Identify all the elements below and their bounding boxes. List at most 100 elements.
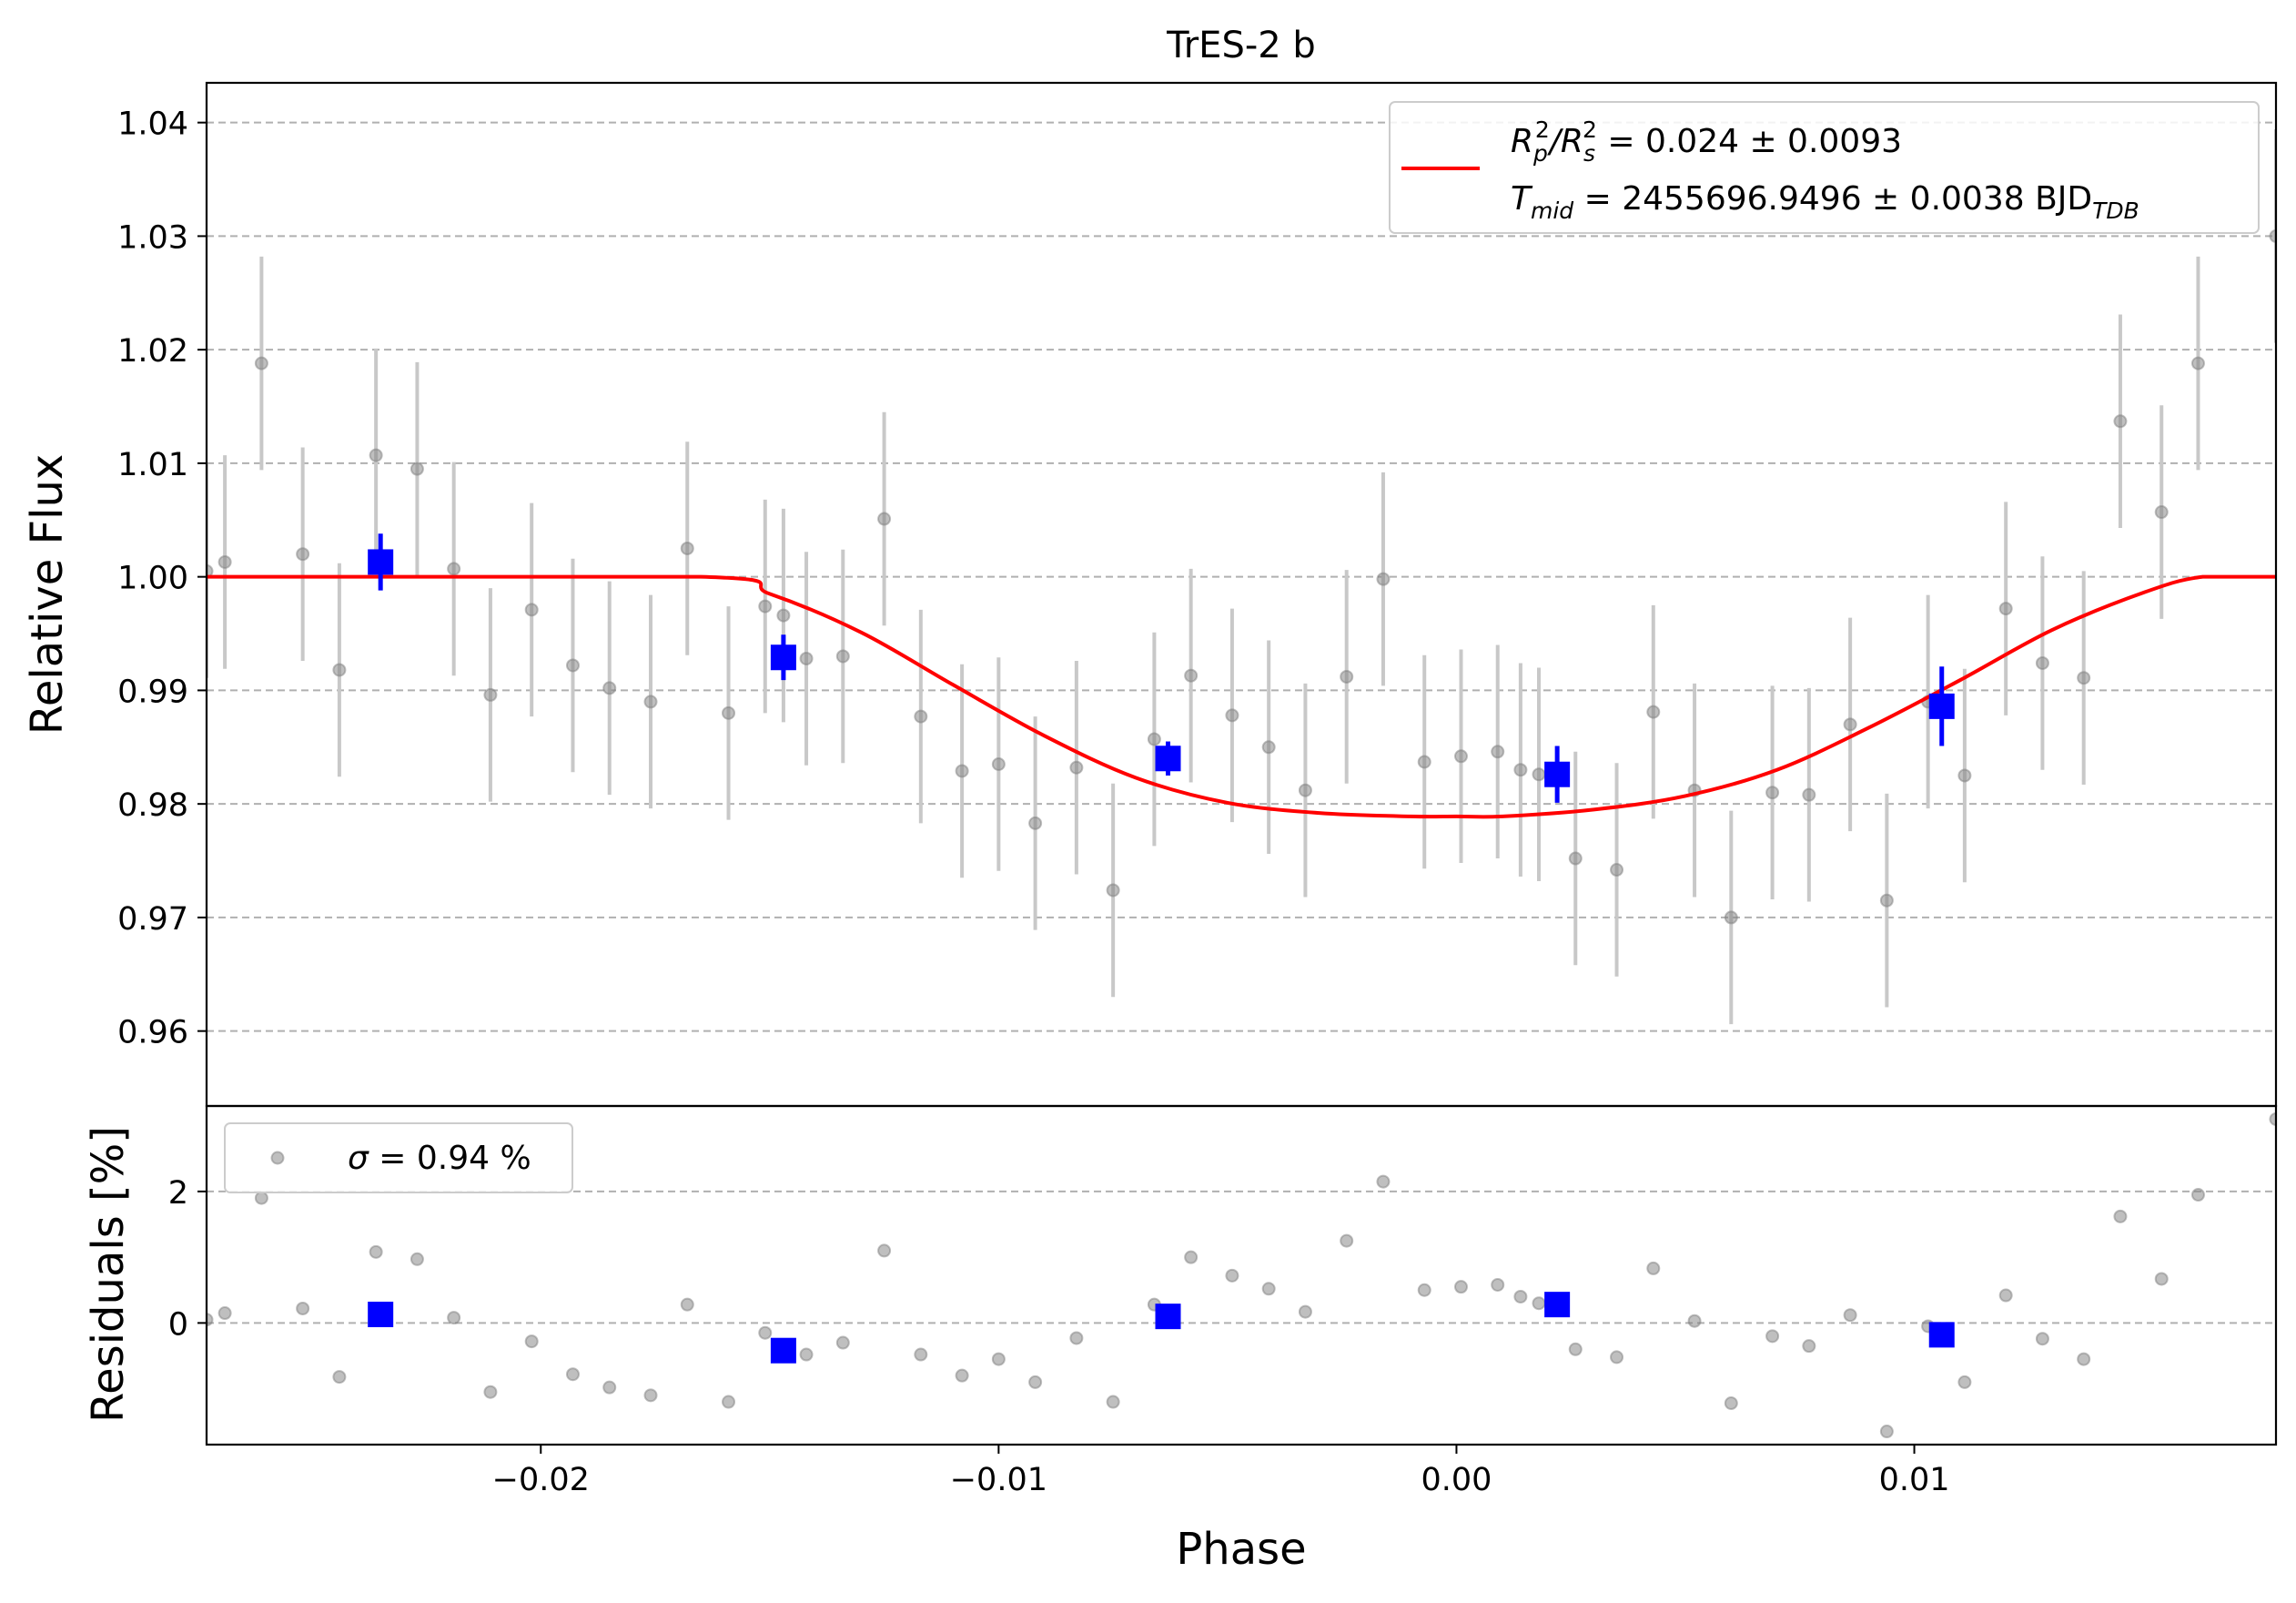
residual-raw-point: [410, 1252, 424, 1266]
flux-grid: [207, 121, 2276, 1032]
x-ticks: −0.02 −0.01 0.00 0.01: [492, 1445, 1950, 1498]
residual-y-ticks: 02: [168, 1175, 207, 1343]
residual-raw-point: [2077, 1352, 2091, 1366]
flux-raw-point: [447, 562, 461, 576]
flux-y-tick-label: 0.99: [117, 674, 188, 710]
residual-binned-point: [770, 1337, 796, 1364]
flux-y-axis-label: Relative Flux: [22, 454, 73, 736]
flux-y-tick-label: 0.98: [117, 787, 188, 824]
residual-raw-point: [207, 1313, 214, 1327]
flux-y-tick-label: 0.96: [117, 1015, 188, 1051]
residual-raw-point: [1453, 1280, 1468, 1294]
residual-y-tick-label: 0: [168, 1306, 188, 1343]
residual-legend: σ = 0.94 %: [224, 1122, 573, 1193]
x-tick-label: −0.01: [950, 1462, 1047, 1498]
residual-raw-point: [1261, 1282, 1276, 1296]
residual-raw-point: [1225, 1268, 1239, 1283]
transit-model-line: [207, 574, 2276, 819]
residual-raw-point: [643, 1388, 658, 1403]
residual-raw-point: [1298, 1304, 1312, 1319]
residual-raw-point: [2269, 1111, 2276, 1126]
residual-raw-point: [1802, 1339, 1816, 1354]
residual-raw-point: [1998, 1288, 2013, 1303]
flux-raw-point: [643, 695, 658, 709]
residual-raw-point: [447, 1311, 461, 1325]
flux-raw-point: [1610, 863, 1624, 878]
flux-binned-point: [1928, 693, 1955, 719]
legend-tmid-label: Tmid = 2455696.9496 ± 0.0038 BJDTDB: [1511, 180, 2139, 224]
residual-raw-point: [602, 1380, 617, 1395]
residual-y-axis-label: Residuals [%]: [83, 1126, 134, 1423]
flux-raw-point: [524, 603, 539, 617]
x-tick-label: 0.00: [1421, 1462, 1492, 1498]
residual-raw-point: [799, 1347, 814, 1362]
flux-binned-point: [368, 549, 394, 575]
flux-raw-point: [1184, 668, 1199, 683]
legend-sigma-label: σ = 0.94 %: [348, 1140, 531, 1177]
residual-raw-point: [1376, 1174, 1391, 1189]
flux-raw-point: [296, 547, 310, 562]
flux-raw-point: [1028, 816, 1043, 830]
flux-raw-point: [369, 448, 383, 462]
flux-raw-point: [877, 512, 892, 526]
flux-raw-point: [410, 462, 424, 476]
flux-raw-point: [332, 663, 347, 677]
residual-raw-point: [1687, 1314, 1702, 1328]
residual-raw-point: [1724, 1395, 1738, 1410]
flux-legend: Rp2/Rs2 = 0.024 ± 0.0093 Tmid = 2455696.…: [1389, 101, 2260, 234]
residual-axes-frame: [205, 1104, 2278, 1446]
flux-raw-point: [1069, 760, 1084, 775]
residual-binned-points: [368, 1292, 1955, 1364]
residual-raw-point: [332, 1370, 347, 1385]
flux-y-tick-label: 1.00: [117, 561, 188, 597]
residual-raw-point: [722, 1395, 736, 1409]
residual-binned-point: [1155, 1304, 1181, 1330]
residual-raw-point: [254, 1191, 268, 1205]
residual-raw-point: [991, 1352, 1006, 1366]
residual-raw-point: [1843, 1308, 1857, 1323]
residual-raw-point: [1106, 1395, 1120, 1409]
flux-raw-point: [1106, 883, 1120, 898]
residual-raw-point: [524, 1334, 539, 1349]
residual-raw-point: [1957, 1375, 1972, 1389]
residual-raw-point: [1491, 1277, 1505, 1292]
flux-binned-points: [368, 533, 1955, 803]
flux-raw-point: [483, 687, 498, 702]
residual-raw-point: [1532, 1296, 1546, 1311]
flux-raw-point: [1802, 787, 1816, 802]
flux-binned-point: [1544, 761, 1571, 787]
flux-raw-point: [565, 658, 580, 673]
flux-raw-point: [758, 599, 773, 614]
flux-y-tick-label: 1.02: [117, 333, 188, 370]
flux-y-tick-label: 1.01: [117, 447, 188, 483]
residual-raw-point: [955, 1368, 969, 1383]
residual-raw-point: [217, 1306, 232, 1321]
legend-residual-marker: [270, 1151, 285, 1165]
residual-raw-point: [1028, 1375, 1043, 1389]
flux-raw-point: [1340, 669, 1354, 684]
residual-raw-point: [877, 1243, 892, 1258]
flux-raw-point: [835, 649, 850, 664]
flux-raw-point: [2077, 671, 2091, 685]
flux-raw-point: [1376, 572, 1391, 586]
flux-raw-point: [1843, 717, 1857, 732]
flux-raw-point: [1261, 740, 1276, 755]
flux-y-tick-label: 1.03: [117, 219, 188, 256]
residual-raw-point: [2113, 1209, 2128, 1223]
flux-binned-point: [770, 644, 796, 671]
flux-raw-point: [1417, 755, 1431, 769]
flux-raw-point: [2269, 228, 2276, 243]
residual-raw-point: [758, 1325, 773, 1340]
residual-raw-point: [2190, 1188, 2205, 1202]
flux-raw-point: [680, 541, 694, 555]
residual-raw-point: [1610, 1350, 1624, 1365]
flux-raw-point: [722, 705, 736, 720]
x-axis-label: Phase: [1176, 1524, 1306, 1575]
flux-raw-point: [1147, 732, 1161, 746]
residual-raw-point: [1568, 1342, 1583, 1356]
flux-raw-point: [2113, 414, 2128, 429]
flux-raw-point: [1298, 783, 1312, 797]
flux-raw-point: [1646, 705, 1661, 719]
flux-raw-point: [2190, 356, 2205, 370]
